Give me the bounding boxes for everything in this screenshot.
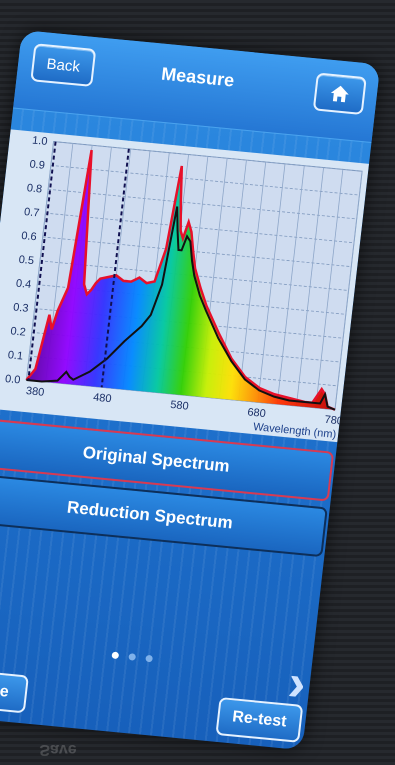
grid-line-vertical bbox=[25, 141, 54, 381]
grid-line-vertical bbox=[295, 167, 324, 407]
marker-line bbox=[27, 141, 57, 381]
original-spectrum-line bbox=[25, 149, 336, 411]
y-tick-label: 0.3 bbox=[13, 301, 30, 314]
page-dot[interactable] bbox=[111, 651, 120, 660]
y-tick-label: 0.4 bbox=[15, 278, 32, 291]
grid-line-vertical bbox=[276, 165, 305, 405]
y-tick-label: 0.2 bbox=[10, 325, 27, 338]
x-tick-label: 580 bbox=[170, 399, 190, 413]
y-tick-label: 0.6 bbox=[21, 230, 38, 243]
spectrum-chart-svg: 0.0 0.1 0.2 0.3 0.4 0.5 0.6 0.7 0.8 0.9 1.0 380 480 5… bbox=[4, 135, 363, 441]
grid-line-vertical bbox=[334, 171, 363, 410]
spectrum-fill bbox=[26, 150, 335, 410]
navigation-bar: Back Measure bbox=[13, 30, 381, 144]
x-tick-label: 780 bbox=[324, 414, 344, 428]
y-tick-label: 0.0 bbox=[4, 373, 21, 386]
phone-screen: Back Measure 0.0 0.1 0.2 0.3 0.4 0.5 0.6 0.7 0.8… bbox=[0, 30, 381, 751]
x-tick-label: 680 bbox=[247, 406, 267, 420]
save-button[interactable]: Save bbox=[0, 668, 29, 714]
retest-button[interactable]: Re-test bbox=[215, 697, 304, 743]
x-tick-label: 380 bbox=[25, 385, 45, 399]
save-button-label: Save bbox=[0, 680, 10, 701]
y-tick-label: 0.5 bbox=[18, 254, 35, 267]
retest-button-label: Re-test bbox=[231, 708, 288, 731]
original-spectrum-label: Original Spectrum bbox=[81, 442, 231, 476]
spectrum-chart: 0.0 0.1 0.2 0.3 0.4 0.5 0.6 0.7 0.8 0.9 1.0 380 480 5… bbox=[0, 129, 370, 443]
save-button-reflection: Save bbox=[39, 741, 77, 758]
home-button[interactable] bbox=[312, 72, 367, 116]
reduction-spectrum-line bbox=[26, 206, 336, 411]
grid-line-vertical bbox=[257, 163, 286, 403]
y-tick-label: 0.1 bbox=[7, 349, 24, 362]
page-dot[interactable] bbox=[128, 653, 137, 661]
grid-line-vertical bbox=[238, 161, 267, 401]
marker-line bbox=[100, 148, 130, 388]
x-tick-label: 480 bbox=[92, 392, 112, 406]
page-dot[interactable] bbox=[145, 654, 154, 663]
y-tick-label: 0.7 bbox=[23, 206, 40, 219]
y-tick-label: 0.8 bbox=[26, 182, 43, 195]
y-tick-label: 1.0 bbox=[32, 135, 49, 148]
y-tick-label: 0.9 bbox=[29, 158, 46, 171]
reduction-spectrum-label: Reduction Spectrum bbox=[66, 497, 234, 533]
grid-line-vertical bbox=[315, 169, 344, 408]
home-icon bbox=[330, 85, 349, 103]
